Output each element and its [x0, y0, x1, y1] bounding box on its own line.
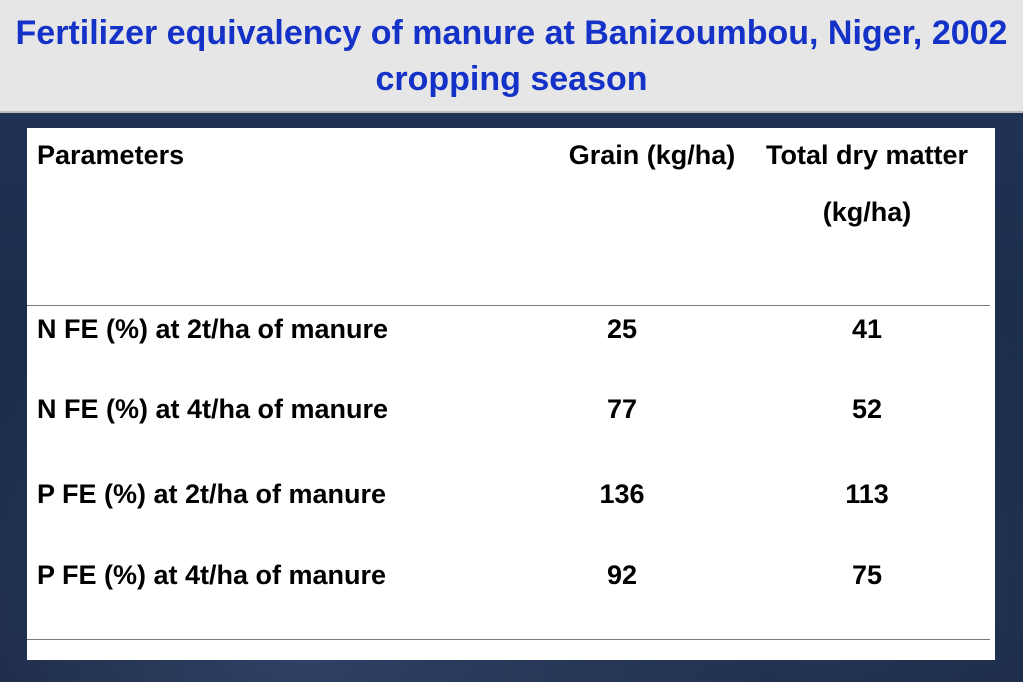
row-parameter: N FE (%) at 4t/ha of manure: [37, 394, 389, 424]
table-row: P FE (%) at 4t/ha of manure 92 75: [27, 560, 995, 596]
table-bottom-rule: [27, 639, 990, 640]
row-parameter: N FE (%) at 2t/ha of manure: [37, 314, 389, 344]
header-divider: [27, 305, 990, 306]
row-total-dry-matter: 52: [851, 394, 883, 424]
row-total-dry-matter: 41: [851, 314, 883, 344]
table-row: N FE (%) at 2t/ha of manure 25 41: [27, 314, 995, 350]
header-parameters: Parameters: [37, 140, 185, 170]
row-parameter: P FE (%) at 4t/ha of manure: [37, 560, 387, 590]
data-table-panel: Parameters Grain (kg/ha) Total dry matte…: [27, 128, 995, 660]
table-row: N FE (%) at 4t/ha of manure 77 52: [27, 394, 995, 430]
row-grain: 136: [599, 479, 645, 509]
row-grain: 92: [606, 560, 638, 590]
row-total-dry-matter: 75: [851, 560, 883, 590]
title-bar: Fertilizer equivalency of manure at Bani…: [0, 0, 1023, 113]
table-row: P FE (%) at 2t/ha of manure 136 113: [27, 479, 995, 515]
row-parameter: P FE (%) at 2t/ha of manure: [37, 479, 387, 509]
slide-title: Fertilizer equivalency of manure at Bani…: [15, 13, 1008, 98]
row-grain: 25: [606, 314, 638, 344]
header-total-dry-matter: Total dry matter (kg/ha): [765, 140, 969, 227]
row-grain: 77: [606, 394, 638, 424]
row-total-dry-matter: 113: [845, 479, 889, 509]
header-grain: Grain (kg/ha): [568, 140, 736, 170]
